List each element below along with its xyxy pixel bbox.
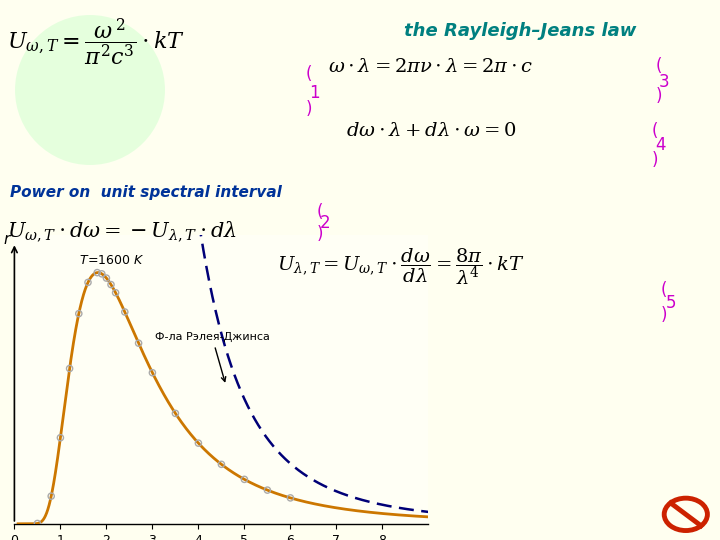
Point xyxy=(82,278,94,287)
Text: the Rayleigh–Jeans law: the Rayleigh–Jeans law xyxy=(404,22,636,40)
Text: 1: 1 xyxy=(310,84,320,102)
Point xyxy=(32,519,43,528)
Text: $U_{\omega,T} \cdot d\omega = -U_{\lambda,T} \cdot d\lambda$: $U_{\omega,T} \cdot d\omega = -U_{\lambd… xyxy=(7,219,237,242)
Point xyxy=(170,409,181,418)
Point xyxy=(147,368,158,377)
Text: $T\!=\!1600$ K: $T\!=\!1600$ K xyxy=(78,253,145,267)
Point xyxy=(110,288,122,297)
Text: (: ( xyxy=(652,122,658,139)
Point xyxy=(119,308,130,316)
Point xyxy=(105,280,117,289)
Text: ): ) xyxy=(317,226,323,244)
Text: $r$: $r$ xyxy=(3,232,12,247)
Text: Power on  unit spectral interval: Power on unit spectral interval xyxy=(10,185,282,200)
Text: (: ( xyxy=(317,203,323,221)
Text: 2: 2 xyxy=(320,214,330,232)
Point xyxy=(261,486,273,495)
Ellipse shape xyxy=(15,15,165,165)
Text: ): ) xyxy=(661,306,667,324)
Point xyxy=(284,494,296,502)
Text: Ф-ла Рэлея-Джинса: Ф-ла Рэлея-Джинса xyxy=(155,333,269,381)
Point xyxy=(216,460,228,469)
Point xyxy=(64,364,76,373)
Text: $d\omega \cdot \lambda + d\lambda \cdot \omega = 0$: $d\omega \cdot \lambda + d\lambda \cdot … xyxy=(346,122,516,140)
Point xyxy=(132,339,144,348)
Point xyxy=(73,309,84,318)
Text: 4: 4 xyxy=(655,136,666,154)
Text: (: ( xyxy=(306,65,312,83)
Text: 5: 5 xyxy=(665,294,676,312)
Point xyxy=(45,492,57,501)
Point xyxy=(91,268,103,277)
Point xyxy=(193,439,204,448)
Point xyxy=(238,475,250,484)
Text: (: ( xyxy=(661,281,667,300)
Text: ): ) xyxy=(306,100,312,118)
Text: 3: 3 xyxy=(659,73,670,91)
Text: $\omega \cdot \lambda = 2\pi\nu \cdot \lambda = 2\pi \cdot c$: $\omega \cdot \lambda = 2\pi\nu \cdot \l… xyxy=(328,57,533,76)
Text: ): ) xyxy=(652,151,658,169)
Point xyxy=(55,434,66,442)
Text: $U_{\omega,T} = \dfrac{\omega^{\,2}}{\pi^2 c^3} \cdot kT$: $U_{\omega,T} = \dfrac{\omega^{\,2}}{\pi… xyxy=(7,16,185,68)
Text: $U_{\lambda,T} = U_{\omega,T} \cdot \dfrac{d\omega}{d\lambda} = \dfrac{8\pi}{\la: $U_{\lambda,T} = U_{\omega,T} \cdot \dfr… xyxy=(277,246,525,287)
Point xyxy=(101,274,112,282)
Point xyxy=(96,269,107,278)
Text: (: ( xyxy=(655,57,662,75)
Text: ): ) xyxy=(655,87,662,105)
